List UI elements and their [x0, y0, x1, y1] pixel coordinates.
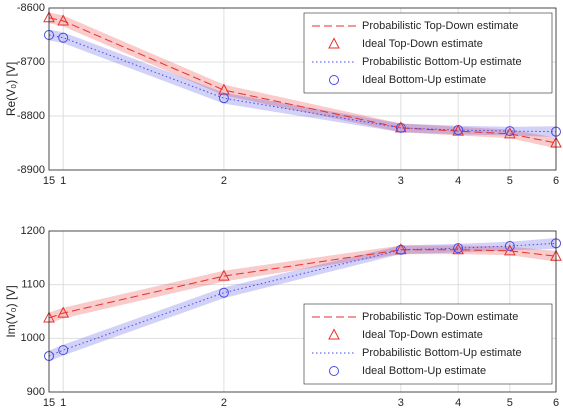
marker [57, 306, 70, 318]
x-tick-label: 6 [553, 397, 559, 409]
x-tick-label: 3 [398, 397, 404, 409]
legend-swatch [328, 37, 340, 49]
x-tick-label: 4 [455, 397, 461, 409]
legend-label: Ideal Top-Down estimate [362, 38, 483, 50]
marker [218, 93, 229, 104]
marker [504, 126, 515, 137]
x-tick-label: 3 [398, 175, 404, 187]
legend-swatch [328, 328, 340, 340]
y-tick-label: 1200 [21, 225, 45, 237]
series-line [48, 249, 557, 319]
x-tick-label: 2 [221, 397, 227, 409]
marker [58, 345, 69, 356]
legend-label: Ideal Bottom-Up estimate [362, 365, 486, 377]
marker [395, 122, 406, 133]
y-tick-label: 1000 [21, 332, 45, 344]
y-tick-label: -8800 [17, 110, 45, 122]
marker [57, 14, 70, 26]
x-tick-label: 4 [455, 175, 461, 187]
y-axis-label: Re(V₀) [V] [4, 62, 18, 116]
legend-label: Ideal Bottom-Up estimate [362, 74, 486, 86]
marker [58, 32, 69, 43]
series-line [48, 242, 557, 357]
marker [218, 269, 230, 281]
confidence-band [49, 12, 556, 149]
x-tick-label: 1 [60, 175, 66, 187]
series-line [48, 17, 557, 144]
y-tick-label: -8700 [17, 56, 45, 68]
x-tick-label: 15 [43, 175, 55, 187]
y-tick-label: -8600 [17, 2, 45, 14]
legend-label: Probabilistic Top-Down estimate [362, 20, 518, 32]
legend-swatch [329, 366, 339, 376]
marker [504, 241, 515, 252]
y-axis-label: Im(V₀) [V] [4, 285, 18, 337]
legend-label: Probabilistic Bottom-Up estimate [362, 56, 522, 68]
x-tick-label: 1 [60, 397, 66, 409]
x-tick-label: 5 [507, 397, 513, 409]
x-tick-label: 15 [43, 397, 55, 409]
y-tick-label: 1100 [21, 279, 45, 291]
x-tick-label: 2 [221, 175, 227, 187]
marker [453, 243, 464, 254]
legend-label: Ideal Top-Down estimate [362, 329, 483, 341]
legend-swatch [329, 75, 339, 85]
legend-label: Probabilistic Top-Down estimate [362, 311, 518, 323]
y-tick-label: 900 [27, 386, 45, 398]
marker [218, 287, 229, 298]
confidence-band [49, 29, 556, 138]
axes-box [48, 230, 557, 393]
marker [504, 127, 516, 139]
x-tick-label: 6 [553, 175, 559, 187]
marker [453, 125, 464, 136]
axes-box [48, 7, 557, 171]
legend-label: Probabilistic Bottom-Up estimate [362, 347, 522, 359]
marker [395, 244, 406, 255]
y-tick-label: -8900 [17, 164, 45, 176]
x-tick-label: 5 [507, 175, 513, 187]
legend-box [303, 303, 553, 385]
marker [452, 243, 464, 255]
legend-box [303, 12, 553, 94]
